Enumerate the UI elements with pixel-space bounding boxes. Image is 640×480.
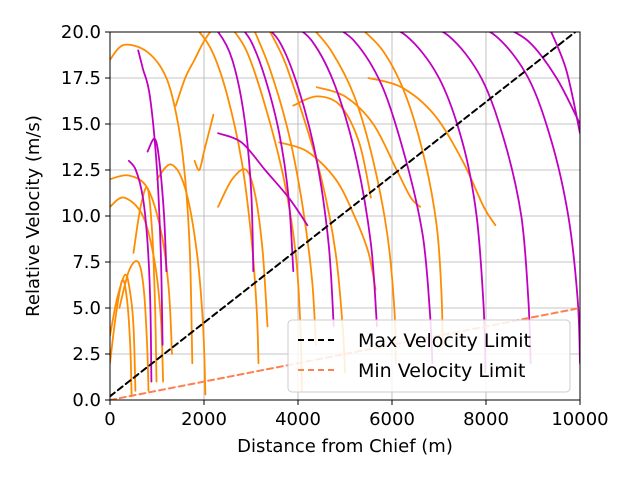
magenta-trajectory-line bbox=[270, 32, 335, 328]
max-velocity-limit-line bbox=[110, 32, 577, 398]
orange-trajectory-line bbox=[110, 273, 137, 392]
orange-trajectory-line bbox=[292, 95, 372, 199]
orange-trajectory-line bbox=[110, 174, 173, 355]
x-tick-label: 8000 bbox=[463, 409, 509, 430]
magenta-trajectory-line bbox=[301, 32, 378, 328]
y-tick-label: 0.0 bbox=[72, 390, 101, 411]
x-tick-label: 0 bbox=[104, 409, 115, 430]
legend-box bbox=[287, 319, 571, 393]
magenta-trajectory-line bbox=[243, 32, 295, 273]
x-tick-label: 10000 bbox=[551, 409, 608, 430]
legend-label-min: Min Velocity Limit bbox=[358, 360, 525, 382]
orange-trajectory-line bbox=[278, 141, 377, 291]
magenta-trajectory-line bbox=[341, 32, 434, 365]
y-tick-label: 17.5 bbox=[61, 68, 101, 89]
orange-trajectory-line bbox=[363, 32, 444, 346]
magenta-trajectory-line bbox=[398, 32, 487, 374]
magenta-trajectory-line bbox=[127, 159, 153, 383]
magenta-trajectory-line bbox=[441, 32, 532, 365]
orange-trajectory-line bbox=[198, 32, 260, 365]
orange-trajectory-line bbox=[193, 113, 215, 171]
x-tick-label: 2000 bbox=[181, 409, 227, 430]
orange-trajectory-line bbox=[110, 43, 194, 365]
y-tick-label: 7.5 bbox=[72, 252, 101, 273]
magenta-trajectory-line bbox=[217, 132, 309, 227]
x-tick-label: 6000 bbox=[369, 409, 415, 430]
orange-trajectory-line bbox=[253, 32, 317, 346]
orange-trajectory-line bbox=[174, 32, 212, 107]
orange-trajectory-line bbox=[314, 32, 397, 365]
legend: Max Velocity Limit Min Velocity Limit bbox=[287, 319, 571, 393]
y-axis-label: Relative Velocity (m/s) bbox=[23, 115, 44, 317]
x-tick-label: 4000 bbox=[275, 409, 321, 430]
x-axis-label: Distance from Chief (m) bbox=[237, 436, 453, 457]
orange-trajectory-line bbox=[132, 186, 158, 383]
legend-label-max: Max Velocity Limit bbox=[358, 330, 531, 352]
y-tick-label: 12.5 bbox=[61, 160, 101, 181]
magenta-trajectory-line bbox=[137, 49, 164, 346]
y-tick-label: 15.0 bbox=[61, 114, 101, 135]
y-tick-label: 5.0 bbox=[72, 298, 101, 319]
axis-ticks: 0 2000 4000 6000 8000 10000 0.0 2.5 5.0 7.5 10.0 12… bbox=[61, 22, 609, 430]
orange-trajectory-line bbox=[217, 168, 269, 328]
magenta-trajectory-line bbox=[488, 32, 580, 365]
y-tick-label: 20.0 bbox=[61, 22, 101, 43]
y-tick-label: 2.5 bbox=[72, 344, 101, 365]
orange-trajectory-line bbox=[367, 77, 497, 227]
orange-trajectory-line bbox=[315, 86, 422, 208]
y-tick-label: 10.0 bbox=[61, 206, 101, 227]
orange-trajectory-line bbox=[118, 260, 150, 392]
magenta-trajectory-line bbox=[216, 32, 255, 273]
orange-trajectory-line bbox=[156, 163, 207, 396]
magenta-trajectory-line bbox=[550, 32, 580, 135]
magenta-trajectory-line bbox=[146, 137, 168, 273]
